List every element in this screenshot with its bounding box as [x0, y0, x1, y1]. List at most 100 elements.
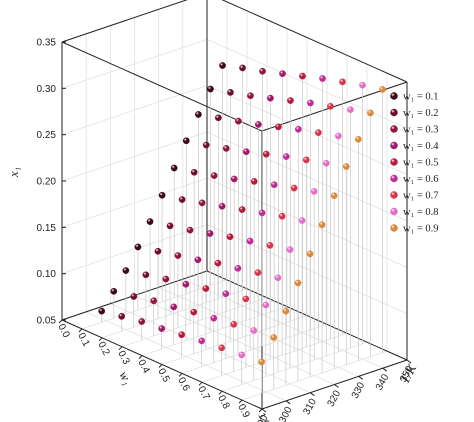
data-point — [206, 230, 214, 237]
data-point — [379, 86, 386, 93]
legend: w₁ = 0.1 w₁ = 0.2 w₁ = 0.3 w₁ = 0.4 w₁ = 0.5… — [390, 92, 439, 235]
data-point — [347, 106, 354, 113]
x-tick-mark — [258, 408, 263, 413]
x-tick-label: 0.8 — [215, 393, 231, 411]
x-tick-mark — [178, 373, 183, 377]
data-point — [195, 111, 202, 118]
data-point — [262, 301, 270, 309]
data-point — [214, 259, 222, 267]
data-point — [118, 312, 126, 320]
legend-marker — [390, 108, 398, 117]
grid-line — [141, 306, 288, 356]
data-point — [146, 218, 154, 225]
legend-marker — [390, 141, 398, 150]
z-tick-label: 0.15 — [37, 223, 57, 234]
z-tick-label: 0.10 — [37, 269, 57, 280]
x-tick-mark — [218, 390, 223, 395]
frame-edge — [221, 0, 408, 83]
legend-label: w₁ = 0.6 — [403, 174, 439, 185]
data-point — [267, 94, 274, 102]
x-tick-label: 0.4 — [135, 358, 151, 376]
y-axis-label: T/K — [397, 361, 420, 386]
data-point — [122, 267, 130, 274]
data-point — [198, 199, 206, 207]
z-tick-label: 0.20 — [37, 177, 57, 188]
data-point — [158, 325, 166, 332]
legend-label: w₁ = 0.4 — [403, 141, 439, 152]
legend-marker — [390, 207, 398, 216]
y-tick-mark — [406, 359, 412, 364]
data-point — [286, 246, 294, 253]
x-axis-label: w₁ — [116, 369, 135, 388]
legend-marker — [390, 92, 398, 100]
legend-label: w₁ = 0.3 — [403, 125, 439, 136]
data-point — [298, 217, 306, 224]
legend-marker — [390, 174, 398, 183]
data-point — [222, 145, 230, 152]
x-tick-mark — [198, 381, 203, 386]
legend-label: w₁ = 0.1 — [403, 92, 439, 103]
z-tick-label: 0.25 — [37, 130, 57, 141]
y-tick-mark — [261, 408, 267, 413]
data-point — [275, 123, 282, 131]
data-point — [246, 237, 254, 245]
y-tick-label: 300 — [277, 405, 295, 422]
data-point — [254, 269, 262, 276]
frame-edge — [61, 0, 188, 43]
data-point — [255, 121, 262, 128]
data-point — [250, 327, 258, 334]
data-point — [278, 212, 286, 220]
data-point — [342, 163, 350, 170]
data-point — [315, 129, 322, 136]
data-point — [239, 64, 246, 72]
data-point — [235, 117, 242, 125]
x-tick-mark — [158, 364, 163, 368]
data-point — [242, 148, 250, 156]
x-tick-mark — [98, 337, 103, 342]
x-tick-label: 0.9 — [235, 402, 251, 420]
data-point — [194, 256, 202, 264]
grid-line — [241, 350, 388, 401]
data-point — [310, 188, 318, 195]
data-point — [327, 102, 334, 110]
data-point — [302, 156, 310, 164]
x-tick-label: 0.1 — [75, 331, 91, 349]
data-point — [250, 178, 258, 185]
data-point — [186, 226, 194, 234]
data-point — [258, 358, 266, 366]
grid-line — [101, 288, 248, 339]
z-tick-label: 0.05 — [37, 316, 57, 327]
data-point — [219, 62, 226, 69]
data-point — [266, 241, 274, 249]
data-point — [190, 168, 198, 176]
data-point — [230, 175, 238, 183]
data-point — [150, 297, 158, 305]
data-point — [202, 141, 210, 149]
legend-marker — [390, 224, 398, 232]
x-tick-label: 0.7 — [195, 385, 211, 403]
grid-line — [161, 315, 308, 365]
grid-line — [121, 297, 268, 348]
x-tick-label: 1.0 — [255, 411, 271, 422]
z-tick-label: 0.35 — [37, 38, 57, 49]
data-point — [202, 285, 210, 292]
y-tick-mark — [310, 392, 315, 397]
z-axis-label: x₁ — [6, 167, 21, 178]
data-point — [294, 279, 302, 287]
data-point — [182, 280, 190, 288]
data-point — [227, 89, 234, 96]
grid-line — [221, 341, 368, 392]
data-point — [367, 109, 374, 117]
data-point — [170, 303, 178, 311]
x-tick-label: 0.3 — [115, 349, 131, 367]
data-point — [295, 125, 302, 133]
data-point — [158, 191, 166, 199]
y-tick-label: 320 — [326, 388, 344, 408]
data-point — [226, 233, 234, 241]
data-point — [319, 75, 326, 82]
x-tick-mark — [58, 319, 63, 324]
data-point — [238, 206, 246, 213]
y-tick-label: 310 — [301, 397, 319, 417]
y-tick-mark — [358, 375, 363, 380]
data-point — [218, 202, 226, 210]
